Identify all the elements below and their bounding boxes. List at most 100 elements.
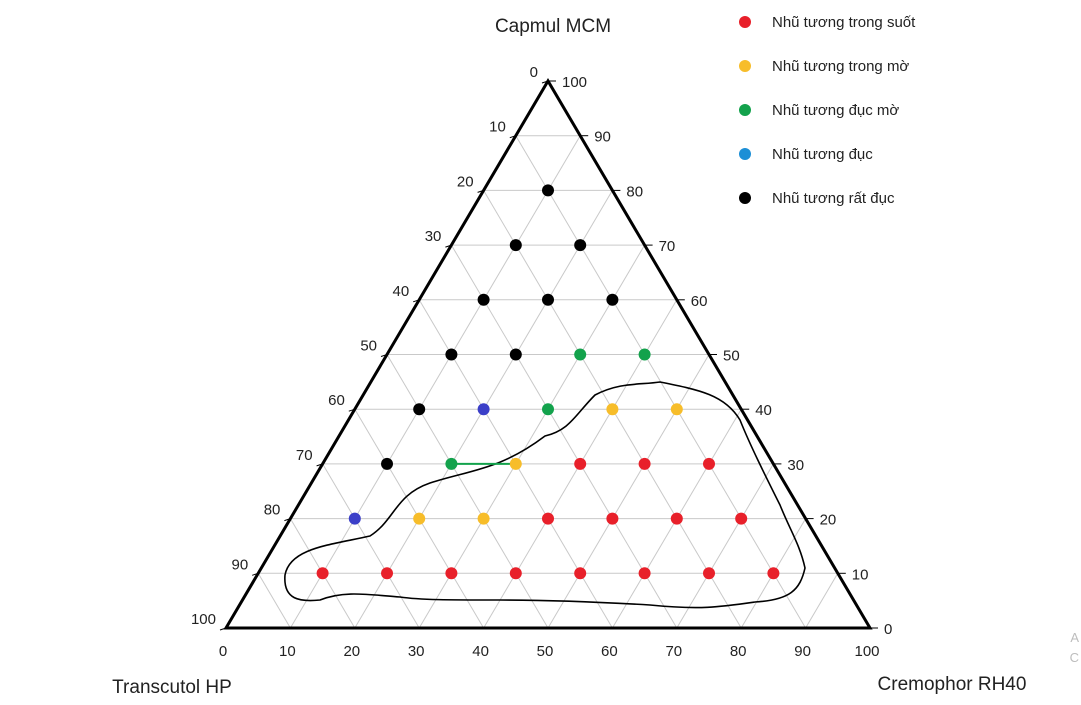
tick-label-bottom: 100 [854,643,879,660]
tick-mark-left [219,627,227,631]
tick-label-bottom: 60 [601,643,618,660]
tick-label-bottom: 0 [219,643,227,660]
data-point-trong-suot [606,512,619,525]
data-point-rat-duc [381,457,393,470]
tick-label-left: 50 [360,338,377,355]
tick-mark-left [380,354,388,357]
tick-label-left: 0 [530,64,538,81]
legend-label: Nhũ tương trong mờ [772,58,909,75]
tick-mark-left [541,80,549,84]
tick-label-right: 70 [659,238,676,255]
axis-title-left: Transcutol HP [112,677,232,698]
data-point-trong-suot [381,567,393,580]
tick-mark-left [252,572,259,576]
tick-mark-left [477,189,484,193]
tick-label-bottom: 50 [537,643,554,660]
data-point-rat-duc [477,293,490,306]
grid-line [450,244,678,629]
tick-label-right: 60 [691,293,708,310]
tick-mark-left [316,463,323,467]
tick-label-left: 10 [489,119,506,136]
data-point-trong-suot [509,567,522,580]
tick-label-bottom: 90 [794,643,811,660]
data-point-duc-mo [574,348,587,361]
data-point-trong-suot [574,457,587,470]
legend-marker-trong-suot [739,16,751,28]
data-point-trong-mo [477,512,490,525]
data-point-duc [348,512,361,525]
legend-marker-duc-mo [739,104,751,116]
data-point-trong-suot [735,512,748,525]
legend-label: Nhũ tương trong suốt [772,14,916,31]
tick-label-bottom: 10 [279,643,296,660]
data-point-trong-suot [316,567,329,580]
data-point-duc-mo [445,457,458,470]
data-point-rat-duc [413,403,426,416]
tick-mark-left [348,408,355,412]
legend: Nhũ tương trong suốt Nhũ tương trong mờ Nh… [739,14,916,207]
axis-title-right: Cremophor RH40 [878,674,1027,695]
legend-marker-rat-duc [739,192,751,204]
tick-mark-left [284,518,291,522]
tick-label-left: 100 [191,611,216,628]
data-point-rat-duc [445,348,458,361]
data-point-trong-suot [542,512,554,525]
clipped-text-a: A [1070,630,1079,645]
tick-label-bottom: 70 [665,643,682,660]
data-point-duc [477,403,490,416]
tick-labels: 0 10 20 30 40 50 60 70 80 90 100010203040506070809… [191,64,892,660]
grid-line [322,463,420,629]
tick-label-bottom: 20 [343,643,360,660]
tick-mark-left [509,135,516,139]
tick-label-bottom: 80 [730,643,747,660]
data-point-trong-mo [670,403,683,416]
tick-label-bottom: 40 [472,643,489,660]
data-point-trong-suot [574,567,587,580]
legend-label: Nhũ tương rất đục [772,190,895,207]
axis-title-top: Capmul MCM [495,16,611,37]
tick-label-left: 70 [296,447,313,464]
grid-line [386,354,549,629]
tick-label-left: 30 [425,228,442,245]
grid-line [676,463,774,629]
data-point-trong-suot [445,567,458,580]
grid-line [289,135,581,629]
data-point-trong-suot [703,567,715,580]
tick-label-right: 90 [594,129,611,146]
clipped-text-b: C [1069,650,1079,665]
tick-label-right: 50 [723,348,740,365]
grid-line [257,573,291,629]
tick-label-left: 60 [328,392,345,409]
data-point-trong-mo [606,403,619,416]
data-point-trong-suot [767,567,780,580]
tick-label-bottom: 30 [408,643,425,660]
tick-label-right: 30 [787,457,804,474]
data-point-rat-duc [509,239,522,252]
tick-label-left: 80 [264,502,281,519]
legend-label: Nhũ tương đục [772,146,873,163]
data-point-rat-duc [606,293,619,306]
tick-label-right: 20 [820,512,837,529]
tick-label-right: 40 [755,402,772,419]
chart-grid [257,135,839,629]
grid-line [547,354,710,629]
data-point-trong-mo [413,512,426,525]
data-point-trong-suot [670,512,683,525]
data-point-trong-suot [703,457,715,470]
data-points [316,184,780,580]
grid-line [418,244,646,629]
legend-marker-duc [739,148,751,160]
clear-emulsion-region-outline [284,381,806,609]
legend-marker-trong-mo [739,60,751,72]
tick-label-right: 10 [852,566,869,583]
tick-mark-left [445,244,452,248]
data-point-rat-duc [542,184,554,197]
data-point-duc-mo [638,348,651,361]
tick-label-right: 0 [884,621,892,638]
data-point-rat-duc [542,293,554,306]
tick-label-left: 90 [232,556,249,573]
grid-line [805,573,839,629]
data-point-duc-mo [542,403,554,416]
data-point-rat-duc [574,239,587,252]
data-point-trong-suot [638,457,651,470]
